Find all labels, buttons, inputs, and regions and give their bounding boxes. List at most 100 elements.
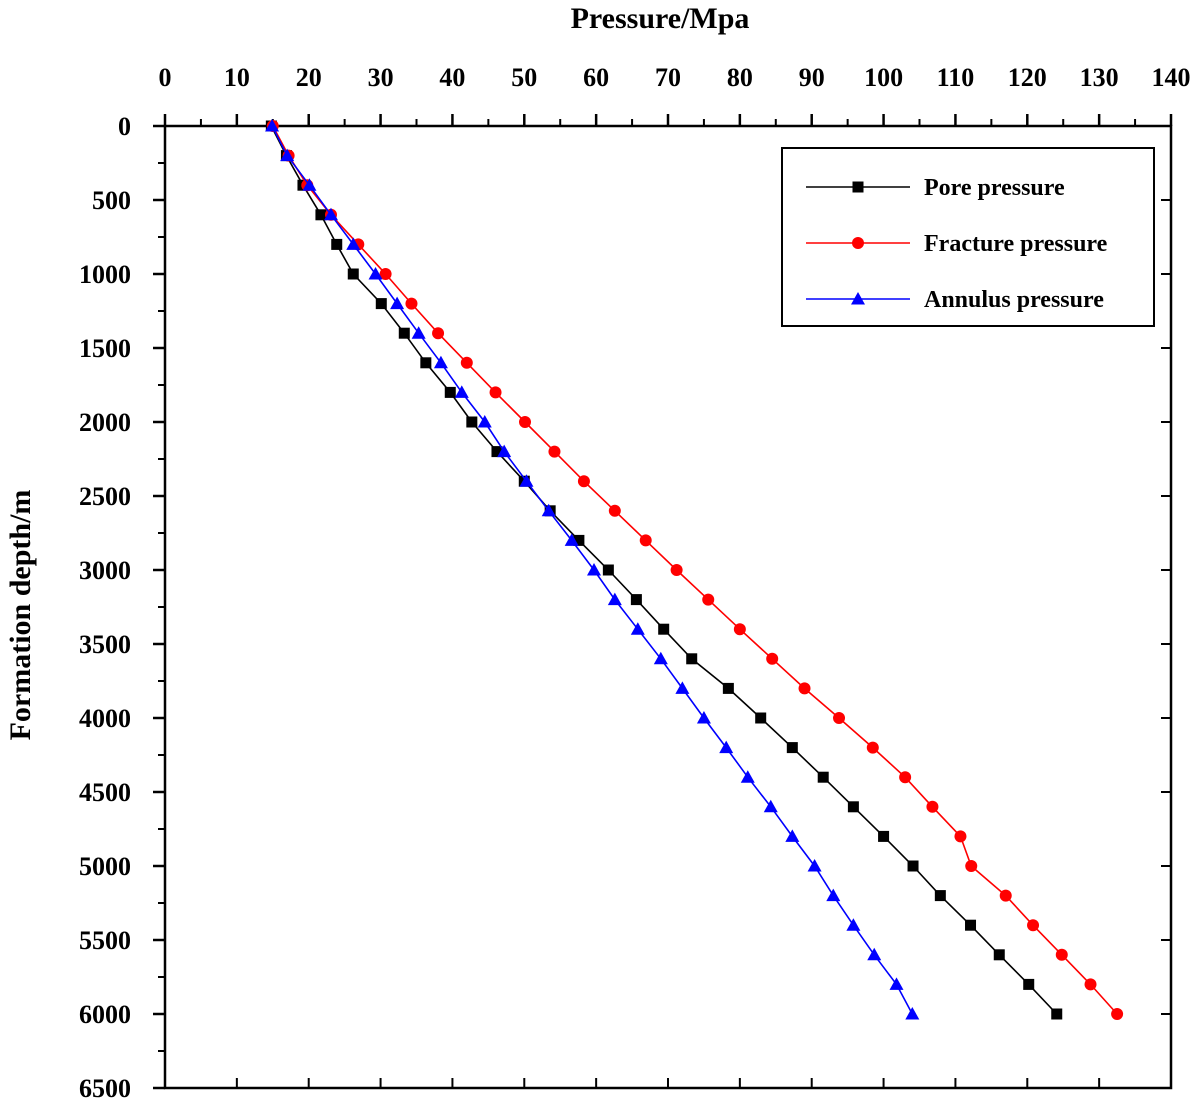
- data-point: [541, 503, 556, 517]
- data-point: [405, 297, 418, 310]
- data-point: [577, 475, 590, 488]
- data-point: [454, 385, 469, 398]
- x-tick-label: 0: [159, 63, 172, 92]
- data-point: [466, 416, 478, 428]
- data-point: [878, 830, 890, 842]
- data-point: [1084, 978, 1097, 991]
- data-point: [993, 949, 1005, 961]
- x-tick-label: 10: [224, 63, 250, 92]
- data-point: [999, 889, 1012, 902]
- data-point: [302, 178, 317, 191]
- data-point: [444, 386, 456, 398]
- x-tick-label: 40: [439, 63, 465, 92]
- data-point: [866, 741, 879, 754]
- legend: Pore pressure Fracture pressure Annulus pr…: [781, 147, 1155, 327]
- series-0: [265, 120, 1063, 1020]
- y-tick-label: 5000: [79, 852, 131, 881]
- data-point: [432, 327, 445, 340]
- legend-marker: [851, 292, 865, 305]
- x-tick-label: 110: [937, 63, 975, 92]
- series-layer: [265, 119, 1124, 1020]
- data-point: [1023, 978, 1035, 990]
- data-point: [658, 623, 670, 635]
- data-point: [954, 830, 967, 843]
- legend-label: Fracture pressure: [924, 231, 1108, 257]
- series-1: [266, 120, 1124, 1020]
- legend-marker: [852, 181, 864, 193]
- x-tick-label: 70: [655, 63, 681, 92]
- x-axis-title: Pressure/Mpa: [571, 2, 750, 35]
- y-tick-label: 500: [92, 186, 131, 215]
- data-point: [489, 386, 502, 399]
- data-point: [630, 594, 642, 606]
- x-tick-label: 100: [864, 63, 903, 92]
- data-point: [889, 977, 904, 990]
- series-2: [265, 119, 920, 1020]
- data-point: [639, 534, 652, 547]
- y-tick-label: 3500: [79, 630, 131, 659]
- data-point: [719, 740, 734, 754]
- data-point: [867, 947, 882, 961]
- data-point: [847, 801, 859, 813]
- data-point: [965, 860, 978, 872]
- data-point: [786, 742, 798, 754]
- y-tick-label: 1500: [79, 334, 131, 363]
- data-point: [826, 888, 841, 902]
- data-point: [347, 268, 359, 280]
- data-point: [722, 682, 734, 694]
- data-point: [846, 918, 861, 931]
- data-point: [965, 919, 977, 931]
- data-point: [899, 771, 912, 784]
- data-point: [926, 800, 939, 813]
- data-point: [907, 860, 919, 872]
- data-point: [653, 651, 668, 665]
- data-point: [785, 829, 800, 842]
- data-point: [280, 148, 295, 162]
- data-point: [766, 652, 779, 665]
- data-point: [798, 682, 811, 695]
- x-tick-label: 130: [1080, 63, 1119, 92]
- data-point: [497, 444, 512, 458]
- data-point: [390, 296, 405, 310]
- data-point: [420, 357, 432, 369]
- data-point: [375, 298, 387, 310]
- legend-box: [781, 147, 1155, 327]
- x-tick-label: 90: [799, 63, 825, 92]
- data-point: [807, 859, 822, 872]
- data-point: [702, 593, 715, 606]
- x-tick-label: 80: [727, 63, 753, 92]
- y-tick-label: 1000: [79, 260, 131, 289]
- data-point: [934, 890, 946, 902]
- y-tick-label: 6500: [79, 1074, 131, 1103]
- data-point: [1051, 1008, 1063, 1020]
- x-tick-label: 60: [583, 63, 609, 92]
- data-point: [548, 445, 561, 458]
- data-point: [608, 504, 621, 517]
- data-point: [433, 355, 448, 369]
- axis-ticks: 0 10 20 30 40 50 60 70 80 90 100 110 120 130 140 0 500 10…: [79, 63, 1191, 1103]
- data-point: [675, 681, 690, 694]
- data-point: [265, 119, 280, 132]
- data-point: [379, 268, 392, 280]
- x-tick-label: 50: [511, 63, 537, 92]
- x-tick-label: 20: [296, 63, 322, 92]
- y-tick-label: 6000: [79, 1000, 131, 1029]
- data-point: [1111, 1008, 1124, 1020]
- data-point: [670, 564, 683, 576]
- data-point: [368, 267, 383, 280]
- data-point: [346, 237, 361, 250]
- data-point: [586, 563, 601, 576]
- x-tick-label: 30: [368, 63, 394, 92]
- x-tick-label: 140: [1152, 63, 1191, 92]
- y-tick-label: 4000: [79, 704, 131, 733]
- data-point: [477, 415, 492, 428]
- data-point: [398, 327, 410, 339]
- data-point: [905, 1007, 920, 1020]
- data-point: [833, 712, 846, 724]
- data-point: [696, 711, 711, 724]
- data-point: [817, 771, 829, 783]
- data-point: [519, 474, 534, 487]
- data-point: [630, 622, 645, 635]
- legend-marker: [852, 237, 864, 249]
